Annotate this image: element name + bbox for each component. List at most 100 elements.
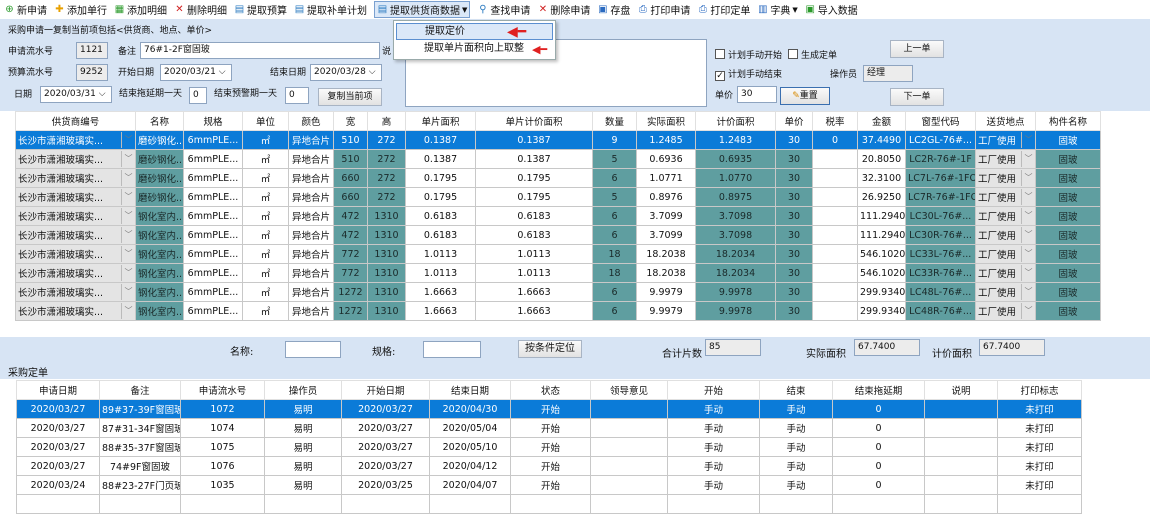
table-row[interactable]: 2020/03/27 88#35-37F窗固玻 1075 易明 2020/03/27 20…: [16, 437, 1082, 457]
order-cell[interactable]: 2020/05/10: [429, 437, 511, 457]
grid-cell[interactable]: LC2R-76#-1F: [905, 149, 976, 169]
grid-cell[interactable]: 0.1795: [475, 168, 593, 188]
order-cell[interactable]: 开始: [510, 456, 591, 476]
order-cell[interactable]: 手动: [667, 399, 760, 419]
grid-cell[interactable]: 30: [775, 263, 813, 283]
grid-cell[interactable]: 0.1795: [405, 168, 476, 188]
grid-cell[interactable]: 1.6663: [405, 301, 476, 321]
supplier-select[interactable]: 长沙市潇湘玻璃实... ﹀: [15, 282, 136, 302]
grid-cell[interactable]: 6mmPLE...: [183, 206, 243, 226]
order-cell[interactable]: 手动: [667, 456, 760, 476]
column-header[interactable]: 结束拖延期: [832, 380, 925, 400]
grid-cell[interactable]: 1.2485: [636, 130, 696, 150]
column-header[interactable]: 开始: [667, 380, 760, 400]
toolbar-button-3[interactable]: ✕ 删除明细: [174, 2, 227, 17]
grid-cell[interactable]: 1310: [367, 206, 406, 226]
grid-cell[interactable]: 30: [775, 225, 813, 245]
order-cell[interactable]: 开始: [510, 437, 591, 457]
table-row[interactable]: 2020/03/27 74#9F窗固玻 1076 易明 2020/03/27 2020/0…: [16, 456, 1082, 476]
end-date-picker[interactable]: 2020/03/28 ⌵: [310, 64, 382, 81]
grid-cell[interactable]: 6: [592, 168, 637, 188]
order-cell[interactable]: [997, 494, 1082, 514]
column-header[interactable]: 单价: [775, 111, 813, 131]
order-cell[interactable]: 未打印: [997, 437, 1082, 457]
grid-cell[interactable]: 299.9340: [857, 301, 906, 321]
order-cell[interactable]: [590, 437, 668, 457]
order-cell[interactable]: 88#23-27F门页玻: [99, 475, 181, 495]
delivery-select[interactable]: 工厂使用 ﹀: [975, 263, 1036, 283]
column-header[interactable]: 供货商编号: [15, 111, 136, 131]
grid-cell[interactable]: 272: [367, 187, 406, 207]
grid-cell[interactable]: 299.9340: [857, 282, 906, 302]
order-cell[interactable]: 未打印: [997, 456, 1082, 476]
order-cell[interactable]: 手动: [667, 437, 760, 457]
grid-cell[interactable]: ㎡: [242, 301, 289, 321]
grid-cell[interactable]: 6: [592, 206, 637, 226]
operator-field[interactable]: 经理: [863, 65, 913, 82]
grid-cell[interactable]: 272: [367, 168, 406, 188]
grid-cell[interactable]: 18: [592, 263, 637, 283]
order-cell[interactable]: 手动: [759, 456, 833, 476]
column-header[interactable]: 状态: [510, 380, 591, 400]
order-cell[interactable]: 1035: [180, 475, 265, 495]
order-cell[interactable]: 手动: [667, 418, 760, 438]
grid-cell[interactable]: 磨砂钢化...: [135, 149, 184, 169]
grid-cell[interactable]: 1.0113: [405, 244, 476, 264]
order-cell[interactable]: 2020/03/27: [341, 418, 430, 438]
order-cell[interactable]: 2020/03/27: [16, 437, 100, 457]
column-header[interactable]: 打印标志: [997, 380, 1082, 400]
order-cell[interactable]: 手动: [667, 475, 760, 495]
supplier-select[interactable]: 长沙市潇湘玻璃实... ﹀: [15, 206, 136, 226]
column-header[interactable]: 实际面积: [636, 111, 696, 131]
delivery-select[interactable]: 工厂使用 ﹀: [975, 187, 1036, 207]
budget-no-field[interactable]: 9252: [76, 64, 108, 81]
apply-no-field[interactable]: 1121: [76, 42, 108, 59]
order-cell[interactable]: 2020/03/27: [16, 456, 100, 476]
order-cell[interactable]: [667, 494, 760, 514]
column-header[interactable]: 规格: [183, 111, 243, 131]
grid-cell[interactable]: 固玻: [1035, 244, 1101, 264]
menu-item-round-up-area[interactable]: 提取单片面积向上取整: [424, 43, 524, 54]
grid-cell[interactable]: 6mmPLE...: [183, 130, 243, 150]
date-picker[interactable]: 2020/03/31 ⌵: [40, 86, 112, 103]
grid-cell[interactable]: 6mmPLE...: [183, 168, 243, 188]
column-header[interactable]: 单片面积: [405, 111, 476, 131]
column-header[interactable]: 计价面积: [695, 111, 776, 131]
grid-cell[interactable]: 固玻: [1035, 282, 1101, 302]
grid-cell[interactable]: [812, 187, 858, 207]
grid-cell[interactable]: 1.0771: [636, 168, 696, 188]
grid-cell[interactable]: 1.0770: [695, 168, 776, 188]
toolbar-button-4[interactable]: ▤ 提取预算: [234, 2, 287, 17]
grid-cell[interactable]: 660: [333, 187, 368, 207]
grid-cell[interactable]: 异地合片: [288, 301, 334, 321]
grid-cell[interactable]: 9.9978: [695, 282, 776, 302]
grid-cell[interactable]: 0.6183: [475, 206, 593, 226]
grid-cell[interactable]: 18: [592, 244, 637, 264]
order-cell[interactable]: 易明: [264, 418, 342, 438]
grid-cell[interactable]: 9.9979: [636, 282, 696, 302]
grid-cell[interactable]: LC30R-76#...: [905, 225, 976, 245]
grid-cell[interactable]: 0.1795: [475, 187, 593, 207]
grid-cell[interactable]: 磨砂钢化...: [135, 168, 184, 188]
order-cell[interactable]: [832, 494, 925, 514]
grid-cell[interactable]: LC33R-76#...: [905, 263, 976, 283]
grid-cell[interactable]: LC30L-76#...: [905, 206, 976, 226]
grid-cell[interactable]: ㎡: [242, 263, 289, 283]
grid-cell[interactable]: 1.0113: [405, 263, 476, 283]
grid-cell[interactable]: [812, 244, 858, 264]
grid-cell[interactable]: 异地合片: [288, 206, 334, 226]
toolbar-button-7[interactable]: ⚲ 查找申请: [477, 2, 530, 17]
order-cell[interactable]: 手动: [759, 418, 833, 438]
column-header[interactable]: 窗型代码: [905, 111, 976, 131]
column-header[interactable]: 结束日期: [429, 380, 511, 400]
grid-cell[interactable]: LC2GL-76#...: [905, 130, 976, 150]
delivery-select[interactable]: 工厂使用 ﹀: [975, 244, 1036, 264]
order-cell[interactable]: 2020/03/24: [16, 475, 100, 495]
order-cell[interactable]: 易明: [264, 456, 342, 476]
grid-cell[interactable]: LC48L-76#...: [905, 282, 976, 302]
grid-cell[interactable]: 272: [367, 130, 406, 150]
grid-cell[interactable]: [812, 282, 858, 302]
grid-cell[interactable]: ㎡: [242, 130, 289, 150]
